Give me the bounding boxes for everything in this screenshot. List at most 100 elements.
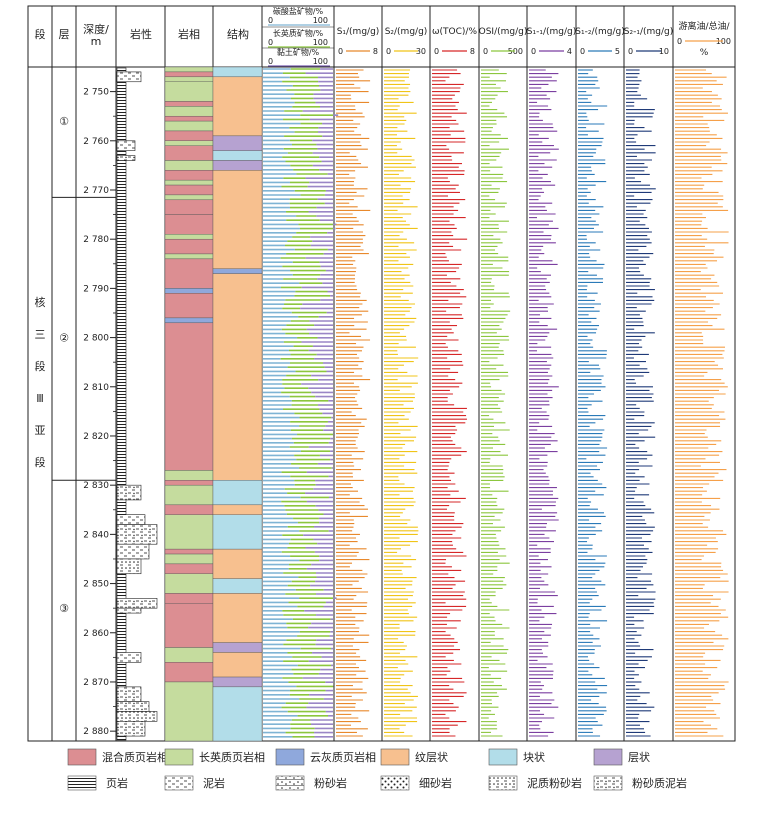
felsic-scale-max: 100 [313,38,328,47]
track-scale-min: 0 [580,47,585,56]
lithology-interval [116,652,142,663]
felsic-scale-min: 0 [268,38,273,47]
track-scale-min: 0 [434,47,439,56]
track-scale-min: 0 [483,47,488,56]
track-header-label: S₂/(mg/g) [385,27,428,37]
depth-tick-label: 2 840 [83,530,109,540]
structure-interval [212,170,263,269]
track-header-label: OSI/(mg/g) [479,27,528,37]
facies-interval [164,71,214,78]
track-scale-min: 0 [386,47,391,56]
facies-interval [164,258,214,289]
track-scale-max: 100 [716,37,731,46]
lithology-interval [116,558,142,575]
facies-interval [164,603,214,648]
lithology-interval [116,543,150,560]
track-header-unit: % [700,48,709,58]
segment-label-char: 三 [35,328,46,341]
facies-interval [164,106,214,117]
structure-interval [212,514,263,550]
track-scale-min: 0 [677,37,682,46]
legend-swatch-massive [488,748,518,766]
structure-column [212,66,263,742]
layer-label: ① [59,115,69,128]
header-facies: 岩相 [178,27,200,41]
facies-interval [164,81,214,102]
legend-label-mudstone: 泥岩 [203,776,225,790]
log-track-bars [432,69,468,737]
legend-swatch-dolomitic-facies [275,748,305,766]
felsic-header: 长英质矿物/% [273,28,324,38]
track-header-label: 游离油/总油/ [678,20,730,32]
legend-swatch-mudstone [164,775,194,791]
legend-label-laminated: 纹层状 [415,750,448,764]
structure-interval [212,686,263,742]
column-headers: 段 层 深度/m 岩性 岩相 结构 [35,22,250,48]
structure-interval [212,268,263,274]
track-scale-max: 10 [659,47,669,56]
facies-interval [164,170,214,181]
track-scale-max: 8 [373,47,378,56]
mineral-header: 碳酸盐矿物/% 0 100 长英质矿物/% 0 100 黏土矿物/% 0 100 [268,6,330,67]
facies-interval [164,573,214,594]
segment-label-char: 段 [35,359,46,373]
track-scale-min: 0 [531,47,536,56]
legend-label-shale: 页岩 [106,776,128,790]
facies-interval [164,145,214,161]
header-layer: 层 [59,28,70,41]
log-track-bars [481,69,511,737]
mineral-column [263,68,339,738]
facies-interval [164,322,214,471]
track-header-label: S₁-₂/(mg/g) [575,27,624,37]
structure-interval [212,135,263,151]
log-track-bars [578,69,608,737]
track-header-label: S₁-₁/(mg/g) [527,27,576,37]
legend-label-muddy-siltstone: 泥质粉砂岩 [527,776,582,790]
facies-interval [164,115,214,122]
lithology-interval [116,484,142,501]
facies-interval [164,76,214,82]
track-scale-max: 4 [567,47,572,56]
log-track-bars [529,69,559,737]
structure-interval [212,578,263,594]
track-scale-max: 30 [416,47,426,56]
lithology-interval [116,524,158,545]
track-scale-min: 0 [338,47,343,56]
facies-interval [164,514,214,550]
header-segment: 段 [35,27,46,41]
structure-interval [212,66,263,78]
lithology-interval [116,607,142,614]
header-structure: 结构 [227,27,249,41]
log-track-bars [384,69,419,737]
legend-swatch-felsic-facies [164,748,194,766]
lithology-interval [116,514,146,525]
legend-swatch-muddy-siltstone [488,775,518,791]
depth-tick-label: 2 770 [83,186,109,196]
depth-tick-label: 2 810 [83,383,109,393]
header-depth-line: m [91,35,102,48]
legend-label-layered: 层状 [628,750,650,764]
lithology-interval [116,701,150,712]
facies-interval [164,199,214,215]
clay-scale-min: 0 [268,57,273,66]
legend-swatch-shale [67,775,97,791]
track-header-label: S₁/(mg/g) [337,27,380,37]
facies-column [164,66,214,742]
structure-interval [212,652,263,678]
lithology-interval [116,71,142,83]
depth-tick-label: 2 820 [83,432,109,442]
facies-interval [164,504,214,515]
lithology-column [116,67,158,741]
track-header-label: ω(TOC)/% [432,27,477,37]
facies-interval [164,293,214,319]
track-header-label: S₂-₁/(mg/g) [624,27,673,37]
structure-interval [212,273,263,481]
facies-interval [164,662,214,683]
structure-interval [212,76,263,137]
depth-tick-label: 2 760 [83,137,109,147]
facies-interval [164,317,214,324]
legend-swatch-layered [593,748,623,766]
